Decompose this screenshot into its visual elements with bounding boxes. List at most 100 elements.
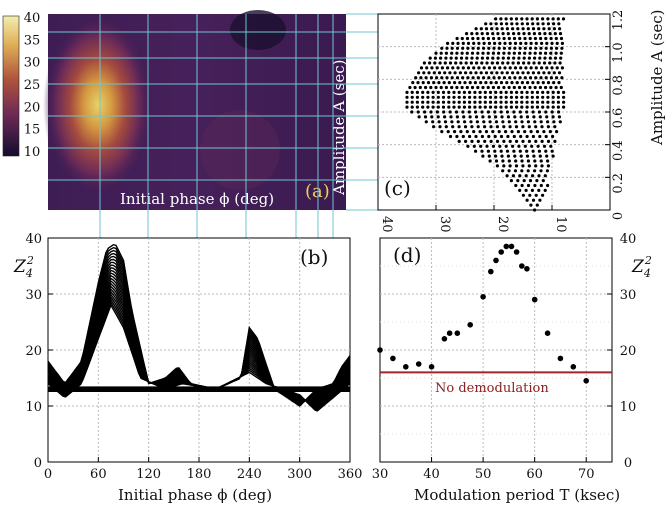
scatter-point: [462, 105, 466, 109]
scatter-point: [475, 61, 479, 65]
scatter-point: [499, 134, 504, 139]
scatter-point: [546, 105, 550, 109]
scatter-point: [544, 76, 548, 80]
scatter-point: [527, 139, 532, 143]
scatter-point: [550, 66, 554, 70]
scatter-point: [443, 71, 447, 75]
scatter-point: [506, 115, 510, 119]
scatter-point: [529, 203, 533, 207]
scatter-point: [477, 41, 481, 46]
scatter-point: [533, 36, 538, 41]
scatter-point: [436, 115, 440, 119]
scatter-point: [452, 95, 456, 99]
data-point: [583, 378, 589, 384]
scatter-point: [562, 105, 566, 109]
scatter-point: [518, 174, 522, 178]
scatter-point: [558, 61, 562, 65]
y-tick-label: 10: [25, 400, 42, 415]
data-point: [524, 266, 530, 272]
scatter-point: [528, 85, 532, 90]
data-point: [531, 296, 538, 303]
scatter-point: [500, 115, 504, 119]
data-point: [570, 364, 577, 370]
scatter-point: [495, 125, 499, 129]
scatter-point: [476, 76, 480, 80]
panel-d-label: (d): [393, 243, 421, 267]
scatter-point: [525, 17, 529, 21]
scatter-point: [416, 110, 420, 114]
scatter-point: [473, 90, 477, 94]
scatter-point: [448, 71, 452, 75]
scatter-point: [451, 66, 455, 70]
y-tick-label: 20: [620, 344, 637, 359]
scatter-point: [497, 51, 501, 55]
scatter-point: [436, 105, 440, 109]
scatter-point: [546, 164, 551, 168]
scatter-point: [513, 154, 517, 158]
scatter-point: [545, 41, 549, 46]
scatter-point: [539, 46, 543, 50]
scatter-point: [455, 46, 460, 50]
scatter-point: [560, 66, 565, 70]
x-tick-label: 20: [495, 216, 510, 233]
scatter-point: [508, 66, 512, 70]
scatter-point: [466, 76, 470, 80]
scatter-point: [531, 174, 535, 178]
scatter-point: [521, 125, 525, 129]
scatter-point: [562, 90, 566, 94]
scatter-point: [423, 110, 427, 114]
scatter-point: [503, 66, 507, 70]
scatter-point: [527, 125, 531, 129]
scatter-point: [415, 90, 419, 94]
scatter-point: [526, 169, 530, 173]
scatter-point: [462, 90, 466, 94]
scatter-point: [449, 56, 453, 60]
scatter-point: [512, 110, 516, 114]
scatter-point: [466, 46, 470, 50]
scatter-point: [494, 115, 498, 119]
scatter-point: [426, 100, 430, 104]
data-point: [403, 364, 409, 370]
scatter-point: [494, 81, 498, 85]
scatter-point: [410, 90, 414, 94]
panel-b-label: (b): [300, 245, 328, 269]
scatter-point: [486, 36, 490, 41]
scatter-point: [421, 81, 425, 85]
scatter-point: [438, 125, 442, 129]
scatter-point: [476, 46, 480, 50]
scatter-point: [530, 90, 534, 94]
scatter-point: [493, 110, 497, 114]
scatter-point: [497, 76, 501, 80]
scatter-point: [457, 100, 461, 104]
scatter-point: [487, 46, 491, 50]
scatter-point: [475, 56, 479, 60]
scatter-point: [517, 51, 522, 55]
scatter-point: [524, 66, 528, 70]
scatter-point: [539, 36, 543, 41]
scatter-point: [515, 95, 519, 99]
scatter-point: [459, 130, 463, 134]
scatter-point: [536, 144, 540, 148]
scatter-point: [405, 95, 409, 99]
scatter-point: [461, 76, 465, 80]
scatter-point: [487, 41, 491, 46]
scatter-point: [441, 90, 446, 94]
scatter-point: [487, 134, 491, 139]
scatter-point: [508, 76, 512, 80]
scatter-point: [494, 154, 498, 158]
scatter-point: [515, 100, 519, 104]
scatter-point: [502, 76, 506, 80]
data-point: [428, 364, 435, 370]
scatter-point: [473, 81, 477, 85]
scatter-point: [532, 115, 536, 119]
scatter-point: [492, 46, 496, 50]
scatter-point: [496, 31, 500, 36]
scatter-point: [455, 85, 459, 90]
scatter-point: [505, 81, 509, 85]
scatter-point: [439, 51, 443, 55]
data-point: [454, 330, 461, 337]
scatter-point: [497, 130, 501, 134]
scatter-point: [485, 31, 490, 36]
scatter-point: [533, 159, 537, 163]
scatter-point: [533, 51, 537, 55]
